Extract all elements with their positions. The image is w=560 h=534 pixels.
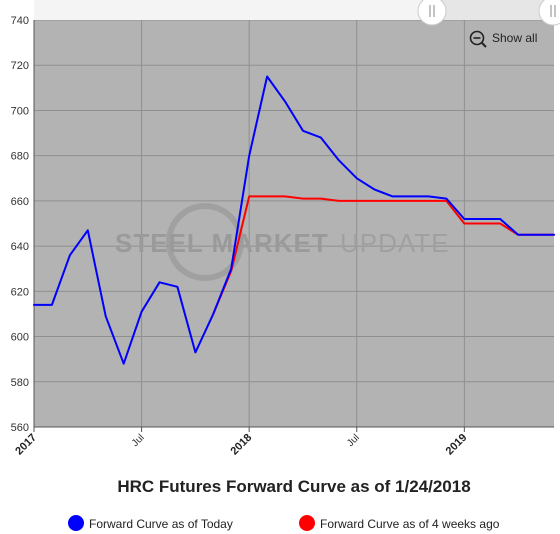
x-tick-label: 2017 — [13, 432, 39, 458]
y-tick-label: 680 — [11, 151, 29, 163]
series-line-four-weeks-ago — [212, 195, 555, 315]
x-tick-label: Jul — [345, 432, 362, 449]
y-tick-label: 560 — [11, 422, 29, 434]
navigator-selection[interactable] — [432, 0, 554, 20]
y-tick-label: 620 — [11, 286, 29, 298]
series-line-today — [33, 75, 555, 365]
y-tick-label: 740 — [11, 15, 29, 27]
x-tick-label: Jul — [130, 432, 147, 449]
legend-label-today: Forward Curve as of Today — [89, 517, 233, 531]
x-tick-label: 2018 — [228, 432, 254, 458]
legend-marker-today — [68, 515, 84, 531]
y-tick-label: 660 — [11, 196, 29, 208]
y-tick-label: 700 — [11, 105, 29, 117]
show-all-button[interactable]: Show all — [469, 30, 538, 48]
watermark-light-text: UPDATE — [340, 228, 450, 258]
y-tick-label: 640 — [11, 241, 29, 253]
range-navigator[interactable] — [34, 0, 560, 26]
legend-item-four-weeks-ago[interactable]: Forward Curve as of 4 weeks ago — [299, 515, 500, 531]
series-layer — [33, 75, 555, 365]
y-axis-ticks: 560 580 600 620 640 660 680 700 720 740 — [11, 15, 29, 434]
y-tick-label: 600 — [11, 332, 29, 344]
chart-title: HRC Futures Forward Curve as of 1/24/201… — [117, 477, 470, 496]
y-tick-label: 720 — [11, 60, 29, 72]
watermark-swoosh — [166, 203, 244, 281]
legend-label-four-weeks-ago: Forward Curve as of 4 weeks ago — [320, 517, 500, 531]
legend-item-today[interactable]: Forward Curve as of Today — [68, 515, 233, 531]
legend-marker-four-weeks-ago — [299, 515, 315, 531]
watermark-bold-text: STEEL MARKET — [115, 228, 329, 258]
watermark: STEEL MARKET UPDATE — [115, 203, 450, 281]
x-tick-label: 2019 — [444, 432, 470, 458]
show-all-label: Show all — [492, 31, 537, 45]
legend: Forward Curve as of Today Forward Curve … — [68, 515, 500, 531]
navigator-handle-left[interactable] — [417, 0, 447, 26]
x-axis-ticks: 2017 Jul 2018 Jul 2019 — [13, 427, 469, 457]
y-tick-label: 580 — [11, 377, 29, 389]
navigator-handle-right[interactable] — [538, 0, 560, 26]
zoom-out-icon — [469, 30, 487, 48]
